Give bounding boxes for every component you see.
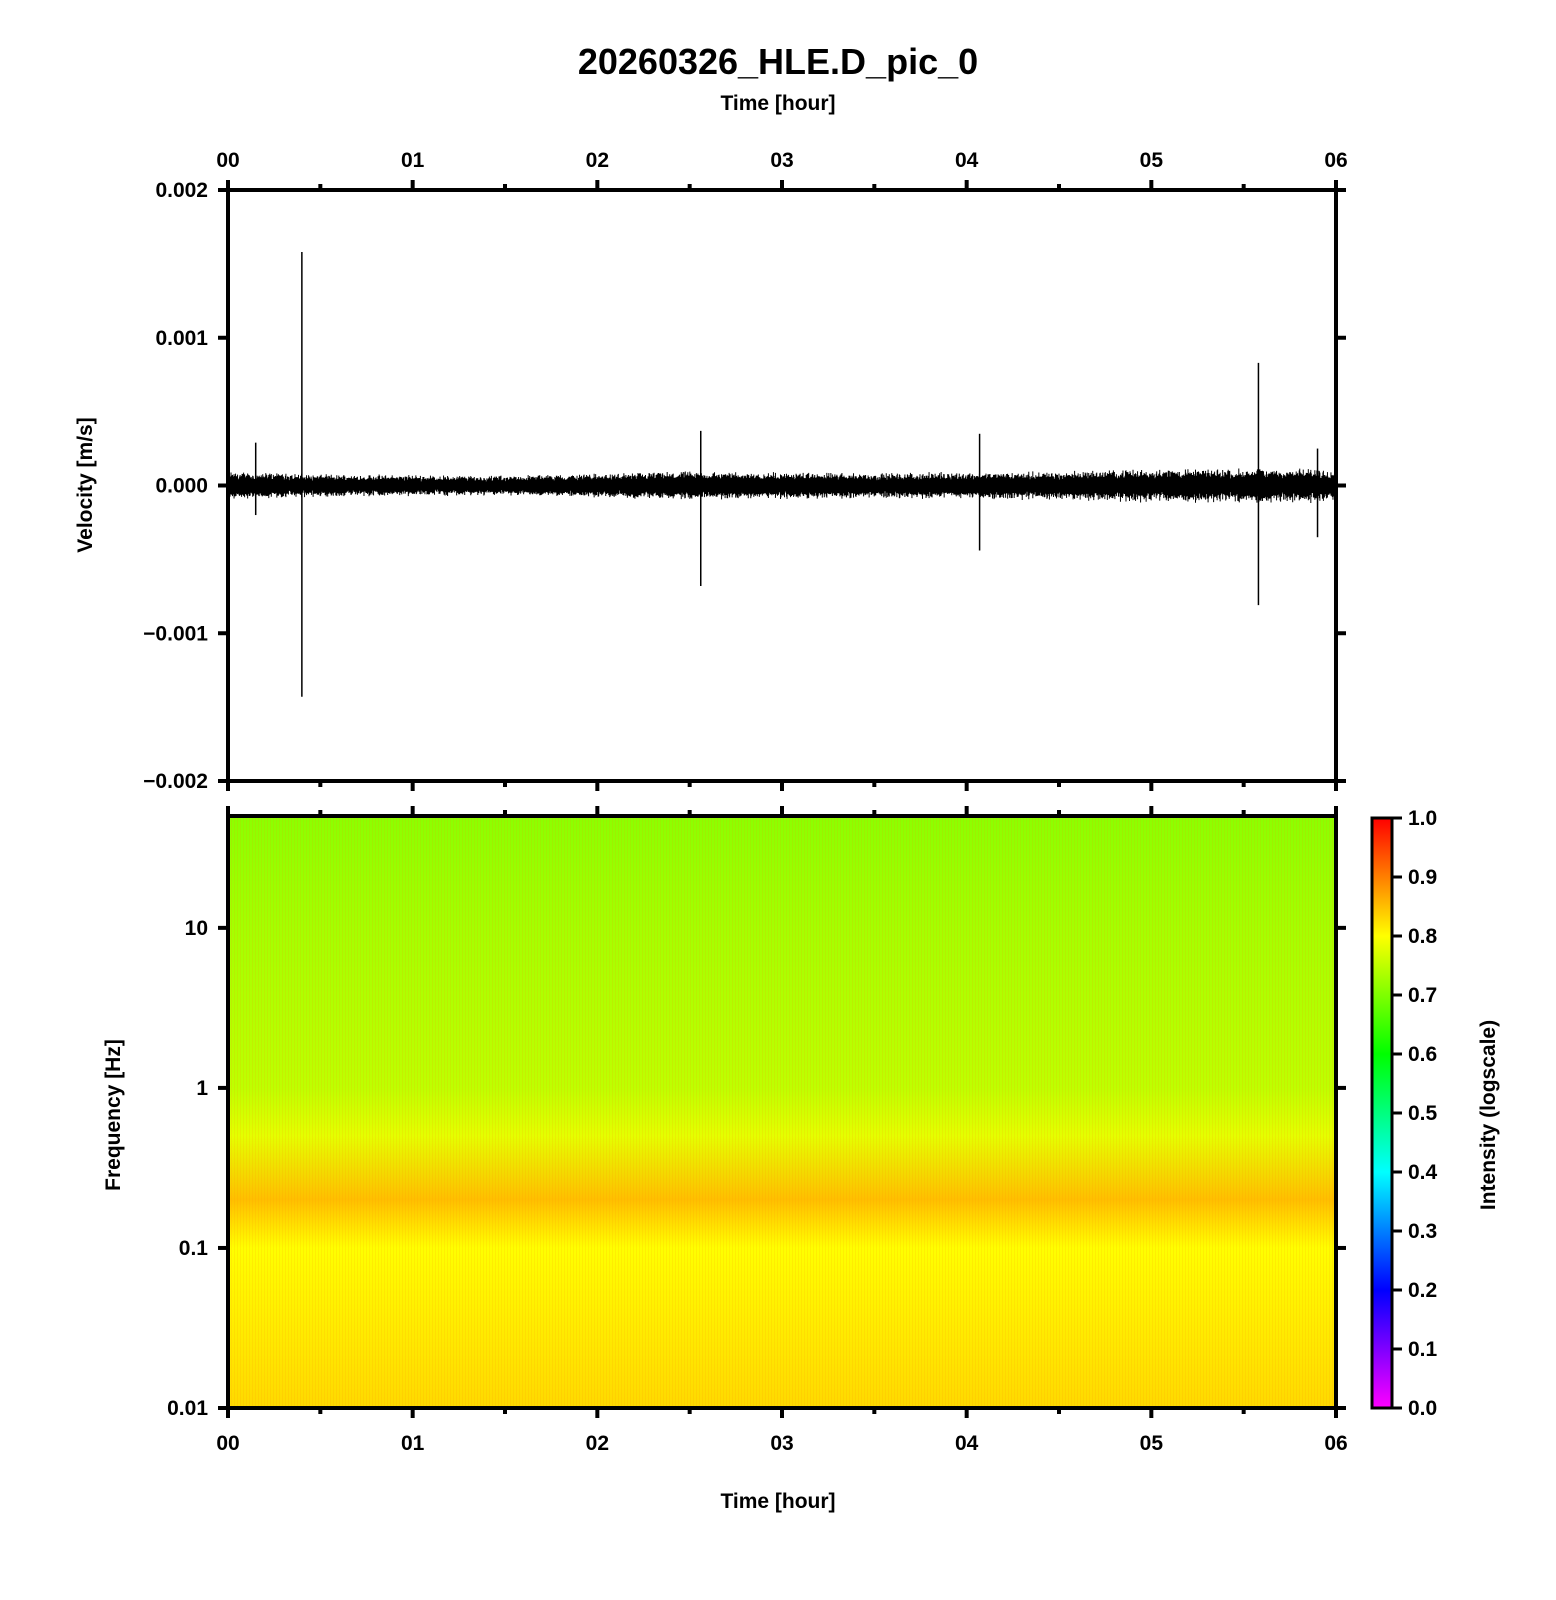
spec-x-tick-label-00: 00	[216, 1432, 239, 1455]
colorbar-tick-label: 0.8	[1408, 925, 1438, 948]
velocity-axis-label: Velocity [m/s]	[74, 417, 97, 552]
chart-title: 20260326_HLE.D_pic_0	[578, 41, 978, 82]
colorbar-tick-label: 0.6	[1408, 1043, 1437, 1066]
colorbar-gradient	[1370, 816, 1394, 1410]
colorbar-tick-label: 0.1	[1408, 1338, 1438, 1361]
colorbar-tick-label: 0.9	[1408, 866, 1437, 889]
spec-x-tick-label-06: 06	[1324, 1432, 1347, 1455]
spec-x-tick-label-02: 02	[586, 1432, 609, 1455]
spec-x-tick-label-01: 01	[401, 1432, 425, 1455]
seismogram-panel: 00 01 02 03 04 05 06 0.002 0.001 0.000 −0.001 −0.00…	[74, 149, 1348, 793]
freq-tick-label: 10	[185, 917, 208, 940]
colorbar-tick-label: 0.0	[1408, 1397, 1437, 1420]
colorbar-ticks: 1.0 0.9 0.8 0.7 0.6 0.5 0.4 0.3 0.2 0.1 0.0	[1392, 807, 1438, 1420]
freq-tick-label: 0.01	[167, 1397, 208, 1420]
x-tick-label-top-02: 02	[586, 149, 609, 172]
y-tick-label: 0.000	[155, 475, 208, 498]
frequency-axis-label: Frequency [Hz]	[102, 1039, 125, 1191]
seismogram-trace	[227, 252, 1337, 697]
colorbar-tick-label: 0.5	[1408, 1102, 1438, 1125]
spec-x-tick-label-05: 05	[1140, 1432, 1164, 1455]
colorbar: 1.0 0.9 0.8 0.7 0.6 0.5 0.4 0.3 0.2 0.1 0.0 Intens…	[1370, 807, 1500, 1420]
spectrogram-ticks: 00 01 02 03 04 05 06 10 1 0.1 0.01	[167, 806, 1348, 1455]
top-x-axis-label: Time [hour]	[720, 92, 835, 115]
y-tick-label: −0.002	[143, 770, 208, 793]
x-tick-label-top-00: 00	[216, 149, 239, 172]
y-tick-label: 0.001	[155, 327, 208, 350]
x-tick-label-top-01: 01	[401, 149, 425, 172]
x-tick-label-top-03: 03	[770, 149, 793, 172]
freq-tick-label: 1	[196, 1077, 208, 1100]
colorbar-tick-label: 0.2	[1408, 1279, 1437, 1302]
bottom-x-axis-label: Time [hour]	[720, 1490, 835, 1513]
x-tick-label-top-04: 04	[955, 149, 979, 172]
spectrogram-texture	[228, 816, 1336, 1408]
x-tick-label-top-05: 05	[1140, 149, 1164, 172]
colorbar-tick-label: 0.4	[1408, 1161, 1438, 1184]
colorbar-label: Intensity (logscale)	[1477, 1020, 1500, 1210]
y-tick-label: 0.002	[155, 179, 208, 202]
colorbar-tick-label: 0.3	[1408, 1220, 1437, 1243]
y-tick-label: −0.001	[143, 622, 208, 645]
spec-x-tick-label-04: 04	[955, 1432, 979, 1455]
freq-tick-label: 0.1	[179, 1237, 209, 1260]
seismogram-ticks: 00 01 02 03 04 05 06 0.002 0.001 0.000 −0.001 −0.00…	[143, 149, 1348, 793]
colorbar-tick-label: 0.7	[1408, 984, 1437, 1007]
x-tick-label-top-06: 06	[1324, 149, 1347, 172]
colorbar-tick-label: 1.0	[1408, 807, 1437, 830]
spec-x-tick-label-03: 03	[770, 1432, 793, 1455]
